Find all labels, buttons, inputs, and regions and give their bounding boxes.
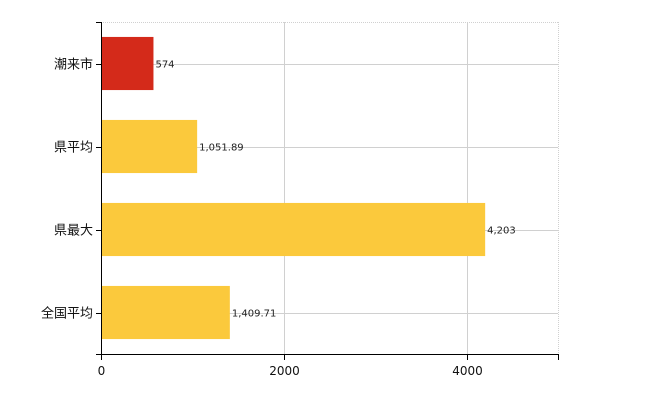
bar xyxy=(102,36,154,91)
data-label: 574 xyxy=(155,60,174,71)
category-label: 全国平均 xyxy=(41,306,93,322)
bars xyxy=(102,36,486,340)
data-label: 4,203 xyxy=(487,226,516,237)
category-label: 県最大 xyxy=(54,224,93,239)
x-tick-label: 4000 xyxy=(452,364,483,378)
category-label: 県平均 xyxy=(54,141,93,156)
data-label: 1,051.89 xyxy=(199,143,244,154)
x-tick-label: 2000 xyxy=(269,364,300,378)
data-label: 1,409.71 xyxy=(232,309,277,320)
bar xyxy=(102,119,198,174)
axes xyxy=(96,22,559,360)
x-tick-label: 0 xyxy=(98,364,106,378)
bar xyxy=(102,202,486,257)
category-label: 潮来市 xyxy=(54,57,93,73)
bar xyxy=(102,285,230,340)
